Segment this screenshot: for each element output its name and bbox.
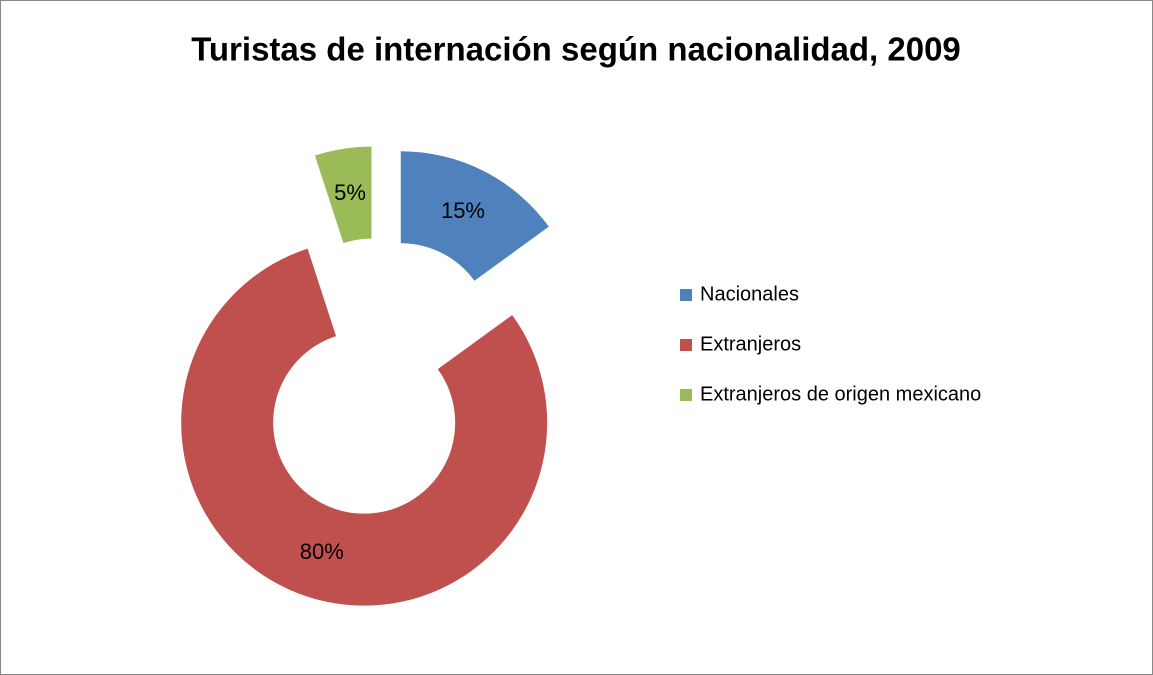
legend-label: Extranjeros de origen mexicano bbox=[700, 383, 981, 405]
legend-swatch bbox=[680, 389, 692, 401]
chart-title: Turistas de internación según nacionalid… bbox=[191, 31, 961, 68]
legend-label: Nacionales bbox=[700, 283, 799, 305]
donut-slice bbox=[181, 248, 548, 606]
legend-label: Extranjeros bbox=[700, 333, 801, 355]
data-label: 15% bbox=[441, 198, 485, 223]
donut-slice bbox=[314, 146, 372, 244]
data-label: 80% bbox=[300, 539, 344, 564]
legend-swatch bbox=[680, 289, 692, 301]
donut-slice bbox=[400, 151, 549, 281]
legend-swatch bbox=[680, 339, 692, 351]
data-label: 5% bbox=[334, 180, 366, 205]
